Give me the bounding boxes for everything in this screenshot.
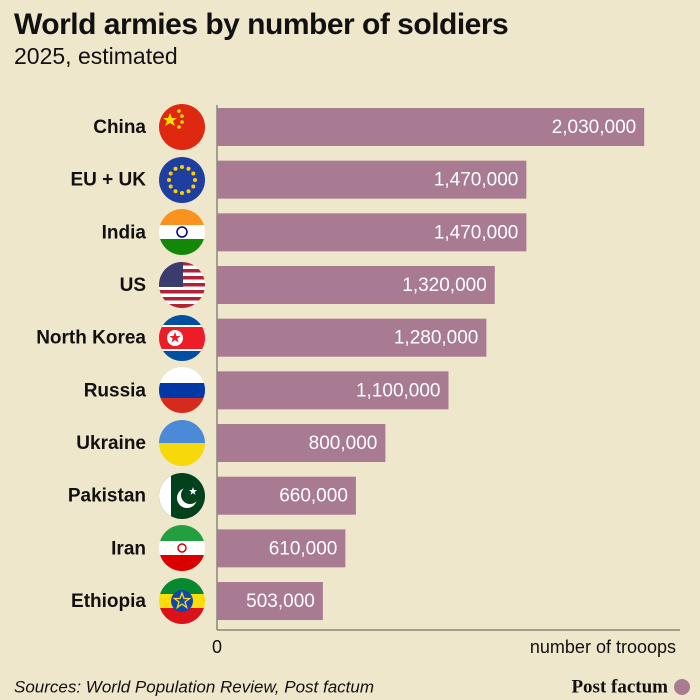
flag (159, 104, 205, 150)
flag (159, 473, 205, 519)
y-tick-label: China (93, 117, 146, 138)
brand: Post factum (571, 676, 668, 697)
flag (159, 367, 205, 413)
chart-title: World armies by number of soldiers (14, 8, 508, 41)
bar (217, 318, 487, 357)
chart-subtitle: 2025, estimated (14, 43, 178, 69)
bar (217, 160, 527, 199)
y-tick-label: Ethiopia (71, 591, 146, 612)
bar (217, 371, 449, 410)
value-label: 2,030,000 (552, 117, 637, 138)
y-tick-label: North Korea (36, 328, 146, 349)
value-label: 660,000 (279, 486, 348, 507)
y-tick-label: Russia (84, 380, 147, 401)
y-tick-label: India (102, 222, 147, 243)
flag (159, 578, 205, 624)
y-tick-label: Pakistan (68, 486, 146, 507)
value-label: 610,000 (269, 538, 338, 559)
value-label: 1,470,000 (434, 222, 519, 243)
bar (217, 476, 356, 515)
brand-logo (674, 679, 690, 695)
x-axis-label: number of trooops (530, 637, 676, 657)
flag (159, 525, 205, 571)
flag (159, 420, 205, 466)
y-tick-label: Iran (111, 538, 146, 559)
bar (217, 266, 495, 305)
source: Sources: World Population Review, Post f… (14, 677, 374, 696)
flag (159, 209, 205, 255)
y-tick-label: EU + UK (71, 170, 147, 191)
value-label: 1,470,000 (434, 170, 519, 191)
bar (217, 582, 323, 621)
flag (159, 262, 205, 308)
value-label: 1,320,000 (402, 275, 487, 296)
value-label: 800,000 (309, 433, 378, 454)
flag (159, 157, 205, 203)
bar (217, 529, 346, 568)
bar (217, 213, 527, 252)
x-tick-label: 0 (212, 637, 222, 657)
value-label: 503,000 (246, 591, 315, 612)
flag (159, 315, 205, 361)
value-label: 1,280,000 (394, 328, 479, 349)
y-tick-label: US (120, 275, 146, 296)
bar (217, 108, 645, 146)
value-label: 1,100,000 (356, 380, 441, 401)
y-tick-label: Ukraine (76, 433, 146, 454)
bar (217, 424, 386, 463)
